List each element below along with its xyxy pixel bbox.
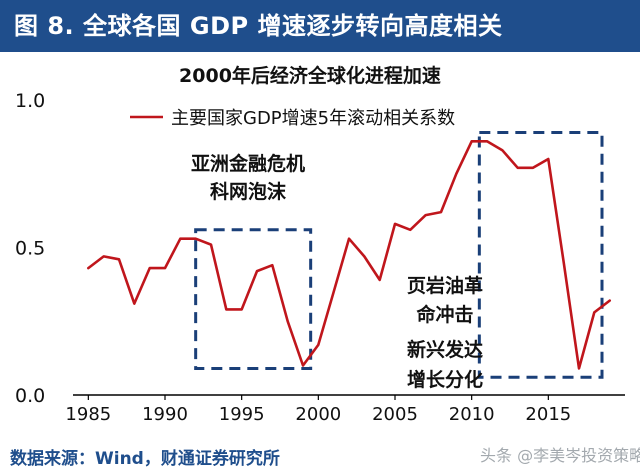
box-shale-revolution: [477, 130, 604, 379]
x-tick-label: 1995: [219, 404, 265, 425]
legend-label: 主要国家GDP增速5年滚动相关系数: [171, 108, 455, 129]
chart-legend: 主要国家GDP增速5年滚动相关系数: [130, 108, 455, 129]
y-tick-label: 1.0: [15, 90, 45, 112]
data-source: 数据来源：Wind，财通证券研究所: [10, 449, 280, 469]
x-tick-label: 2005: [372, 404, 418, 425]
x-tick-label: 2000: [295, 404, 341, 425]
chart-title: 2000年后经济全球化进程加速: [179, 65, 441, 87]
annotation-text: 科网泡沫: [210, 180, 287, 203]
chart-axes: 1985 1990 1995 2000 2005 2010 2015 0.0 0.5 1.0: [15, 90, 625, 425]
annotation-text: 亚洲金融危机: [191, 152, 305, 175]
x-tick-label: 2015: [525, 404, 571, 425]
annotation-text: 增长分化: [407, 368, 483, 391]
y-tick-label: 0.5: [15, 238, 45, 260]
annotation-text: 页岩油革: [407, 274, 483, 297]
y-tick-label: 0.0: [15, 385, 45, 407]
series-line: [87, 140, 612, 370]
x-tick-label: 2010: [449, 404, 495, 425]
annotation-text: 新兴发达: [407, 338, 483, 361]
annotation-boxes: [194, 130, 604, 379]
box-asia-crisis: [194, 228, 313, 370]
x-tick-label: 1985: [65, 404, 111, 425]
figure-header: 图 8. 全球各国 GDP 增速逐步转向高度相关: [0, 0, 640, 52]
x-tick-label: 1990: [142, 404, 188, 425]
annotation-text: 命冲击: [416, 303, 473, 326]
watermark: 头条 @李美岑投资策略: [480, 446, 640, 465]
chart-series: [87, 140, 612, 370]
